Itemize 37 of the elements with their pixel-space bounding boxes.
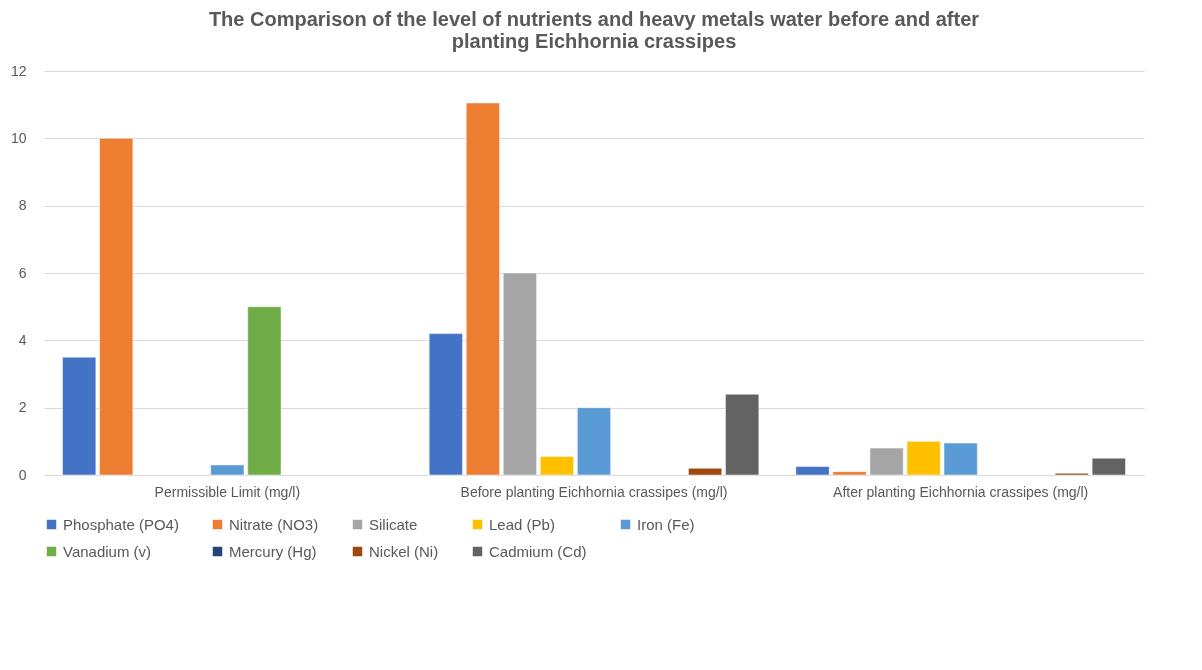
y-tick-label: 12 bbox=[10, 62, 27, 79]
bar bbox=[210, 464, 245, 476]
bar bbox=[906, 441, 941, 476]
bar bbox=[99, 138, 134, 476]
bar bbox=[725, 393, 760, 476]
bar bbox=[795, 466, 830, 476]
legend-label: Nickel (Ni) bbox=[369, 542, 439, 560]
legend-label: Nitrate (NO3) bbox=[229, 515, 319, 533]
x-tick-label: Permissible Limit (mg/l) bbox=[154, 483, 301, 500]
legend-label: Phosphate (PO4) bbox=[63, 515, 179, 533]
legend-label: Silicate bbox=[369, 515, 418, 533]
bar bbox=[247, 306, 282, 476]
bar bbox=[540, 456, 574, 476]
bar bbox=[465, 102, 500, 476]
bar bbox=[832, 471, 867, 476]
legend-label: Mercury (Hg) bbox=[229, 542, 317, 560]
bar bbox=[869, 447, 904, 476]
bar bbox=[428, 333, 463, 476]
y-tick-label: 4 bbox=[18, 331, 27, 348]
legend-label: Vanadium (v) bbox=[63, 542, 152, 560]
legend-label: Iron (Fe) bbox=[637, 515, 695, 533]
x-tick-label: Before planting Eichhornia crassipes (mg/l) bbox=[460, 483, 728, 500]
legend-label: Cadmium (Cd) bbox=[489, 542, 587, 560]
y-tick-label: 2 bbox=[18, 399, 27, 416]
y-tick-label: 0 bbox=[18, 466, 27, 483]
bar bbox=[688, 468, 723, 476]
chart-title: The Comparison of the level of nutrients and heavy metals water before and after planting Eichhornia crassipes bbox=[208, 8, 980, 52]
bar bbox=[503, 272, 537, 476]
y-tick-label: 8 bbox=[18, 197, 27, 214]
bar bbox=[1091, 457, 1126, 476]
bar bbox=[577, 407, 611, 476]
y-tick-label: 6 bbox=[18, 264, 27, 281]
legend-label: Lead (Pb) bbox=[489, 515, 555, 533]
bar bbox=[62, 356, 97, 476]
x-tick-label: After planting Eichhornia crassipes (mg/l) bbox=[833, 483, 1089, 500]
y-tick-label: 10 bbox=[10, 129, 27, 146]
bar bbox=[943, 442, 978, 476]
